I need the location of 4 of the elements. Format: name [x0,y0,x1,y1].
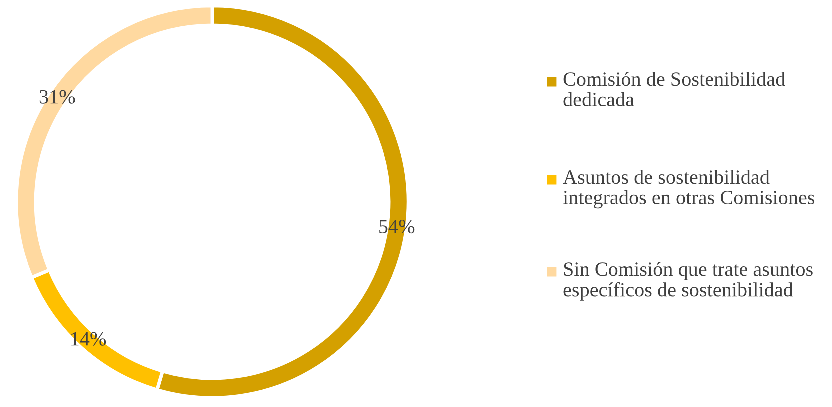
legend-label: Asuntos de sostenibilidad integrados en otras Comisiones [563,170,815,209]
legend-label: Comisión de Sostenibilidad dedicada [564,72,786,107]
data-label: 31% [40,90,76,104]
legend-label: Sin Comisión que trate asuntos específicos de sostenibilidad [564,262,813,301]
